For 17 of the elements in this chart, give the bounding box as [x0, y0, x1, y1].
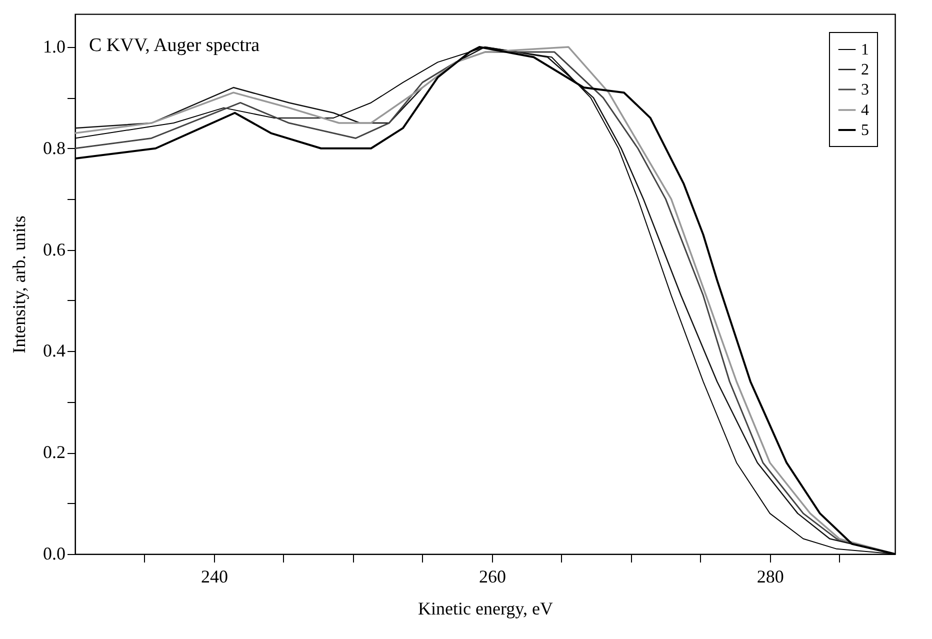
- y-axis-title: Intensity, arb. units: [9, 216, 29, 354]
- legend-label: 3: [861, 82, 869, 98]
- legend-label: 1: [861, 42, 869, 58]
- legend-label: 2: [861, 62, 869, 78]
- x-tick-label: 280: [756, 566, 784, 586]
- x-tick-label: 240: [200, 566, 228, 586]
- legend-label: 5: [861, 122, 869, 139]
- annotation: C KVV, Auger spectra: [89, 35, 260, 56]
- x-axis-title: Kinetic energy, eV: [418, 598, 553, 618]
- x-tick-label: 260: [478, 566, 506, 586]
- y-tick-label: 1.0: [43, 36, 66, 56]
- y-tick-label: 0.6: [43, 239, 66, 260]
- legend-label: 4: [861, 102, 869, 119]
- y-tick-label: 0.2: [43, 442, 66, 462]
- y-tick-label: 0.0: [43, 544, 66, 564]
- y-tick-label: 0.4: [43, 340, 66, 361]
- y-tick-label: 0.8: [43, 138, 66, 158]
